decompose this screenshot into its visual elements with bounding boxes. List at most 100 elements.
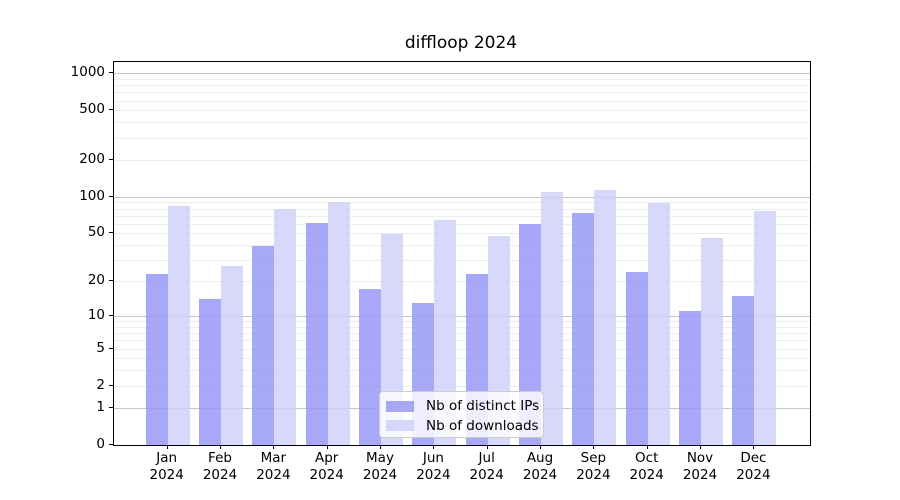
bar-distinct-ips-mar bbox=[252, 246, 275, 445]
bar-distinct-ips-may bbox=[359, 289, 381, 445]
grid-line-minor bbox=[114, 385, 810, 387]
bar-distinct-ips-nov bbox=[679, 311, 701, 445]
bar-downloads-jan bbox=[167, 205, 190, 445]
grid-line-minor bbox=[114, 281, 810, 283]
x-tick-mark bbox=[433, 445, 435, 449]
grid-line-minor bbox=[114, 358, 810, 360]
x-tick-mark bbox=[593, 445, 595, 449]
y-tick-label: 5 bbox=[96, 339, 105, 356]
y-tick-mark bbox=[109, 109, 113, 111]
y-tick-label: 500 bbox=[79, 101, 105, 118]
x-tick-label: May 2024 bbox=[362, 450, 398, 483]
legend: Nb of distinct IPs Nb of downloads bbox=[379, 391, 544, 438]
bar-downloads-jun bbox=[434, 219, 457, 445]
legend-label: Nb of downloads bbox=[426, 417, 539, 434]
y-tick-mark bbox=[109, 195, 113, 197]
x-tick-mark bbox=[326, 445, 328, 449]
y-tick-label: 50 bbox=[87, 224, 105, 241]
y-tick-mark bbox=[109, 444, 113, 445]
y-tick-label: 100 bbox=[79, 187, 105, 204]
bar-distinct-ips-oct bbox=[625, 271, 648, 445]
chart-title: diffloop 2024 bbox=[404, 33, 518, 53]
x-tick-label: Mar 2024 bbox=[256, 450, 291, 483]
bar-distinct-ips-dec bbox=[732, 295, 755, 445]
x-tick-mark bbox=[273, 445, 275, 449]
downloads-swatch bbox=[386, 420, 414, 431]
bar-downloads-sep bbox=[594, 189, 617, 445]
x-tick-mark bbox=[380, 445, 381, 449]
legend-label: Nb of distinct IPs bbox=[426, 398, 540, 414]
bar-downloads-oct bbox=[647, 202, 670, 445]
grid-line-major bbox=[114, 196, 810, 198]
bar-downloads-dec bbox=[754, 210, 777, 445]
y-tick-label: 20 bbox=[87, 272, 105, 289]
grid-line-minor bbox=[114, 215, 810, 217]
x-tick-mark bbox=[646, 445, 648, 449]
y-tick-mark bbox=[109, 72, 113, 74]
grid-line-major bbox=[114, 73, 810, 75]
grid-line-minor bbox=[114, 245, 810, 247]
bar-downloads-aug bbox=[541, 192, 563, 445]
distinct-ips-swatch bbox=[386, 400, 414, 412]
y-tick-label: 10 bbox=[87, 306, 105, 323]
grid-line-minor bbox=[114, 78, 810, 80]
grid-line-minor bbox=[114, 137, 810, 139]
grid-line-minor bbox=[114, 370, 810, 372]
grid-line-minor bbox=[114, 100, 810, 102]
y-tick-label: 1 bbox=[96, 398, 105, 415]
bar-downloads-feb bbox=[221, 265, 243, 445]
y-tick-mark bbox=[109, 314, 113, 316]
x-tick-label: Nov 2024 bbox=[682, 450, 718, 483]
legend-item: Nb of distinct IPs bbox=[386, 397, 539, 416]
y-tick-mark bbox=[109, 384, 113, 386]
x-tick-mark bbox=[486, 445, 488, 449]
bar-downloads-mar bbox=[274, 209, 297, 445]
bar-distinct-ips-apr bbox=[305, 222, 328, 445]
grid-line-minor bbox=[114, 233, 810, 235]
x-tick-mark bbox=[220, 445, 221, 449]
x-tick-label: Aug 2024 bbox=[522, 450, 558, 483]
x-tick-label: Jul 2024 bbox=[469, 450, 504, 483]
bar-distinct-ips-aug bbox=[519, 223, 541, 445]
bar-distinct-ips-sep bbox=[572, 212, 595, 445]
y-tick-label: 2 bbox=[96, 376, 105, 393]
y-tick-mark bbox=[109, 280, 113, 282]
x-tick-label: Sep 2024 bbox=[576, 450, 611, 483]
x-tick-label: Jun 2024 bbox=[416, 450, 451, 483]
x-tick-mark bbox=[700, 445, 701, 449]
bar-distinct-ips-jan bbox=[145, 273, 168, 445]
plot-area: Nb of distinct IPs Nb of downloads bbox=[113, 61, 811, 446]
grid-line-major bbox=[114, 315, 810, 317]
x-tick-label: Feb 2024 bbox=[202, 450, 238, 483]
grid-line-minor bbox=[114, 85, 810, 87]
y-tick-label: 0 bbox=[96, 436, 105, 452]
y-tick-mark bbox=[109, 158, 113, 160]
grid-line-minor bbox=[114, 92, 810, 94]
bar-downloads-nov bbox=[701, 237, 723, 445]
x-tick-mark bbox=[166, 445, 168, 449]
x-tick-mark bbox=[540, 445, 541, 449]
y-tick-mark bbox=[109, 347, 113, 349]
x-tick-label: Dec 2024 bbox=[736, 450, 771, 483]
bar-downloads-apr bbox=[327, 202, 350, 445]
x-tick-label: Oct 2024 bbox=[629, 450, 664, 483]
grid-line-minor bbox=[114, 260, 810, 262]
grid-line-minor bbox=[114, 326, 810, 328]
bar-distinct-ips-feb bbox=[199, 299, 221, 445]
grid-line-minor bbox=[114, 159, 810, 161]
legend-item: Nb of downloads bbox=[386, 416, 539, 435]
grid-line-minor bbox=[114, 223, 810, 225]
x-tick-mark bbox=[753, 445, 755, 449]
grid-line-minor bbox=[114, 333, 810, 335]
grid-line-minor bbox=[114, 208, 810, 210]
y-tick-mark bbox=[109, 232, 113, 234]
x-tick-label: Apr 2024 bbox=[309, 450, 344, 483]
y-tick-label: 1000 bbox=[70, 64, 105, 81]
y-tick-mark bbox=[109, 406, 113, 408]
grid-line-minor bbox=[114, 122, 810, 124]
grid-line-minor bbox=[114, 202, 810, 204]
grid-line-minor bbox=[114, 321, 810, 323]
grid-line-minor bbox=[114, 348, 810, 350]
x-tick-label: Jan 2024 bbox=[149, 450, 184, 483]
